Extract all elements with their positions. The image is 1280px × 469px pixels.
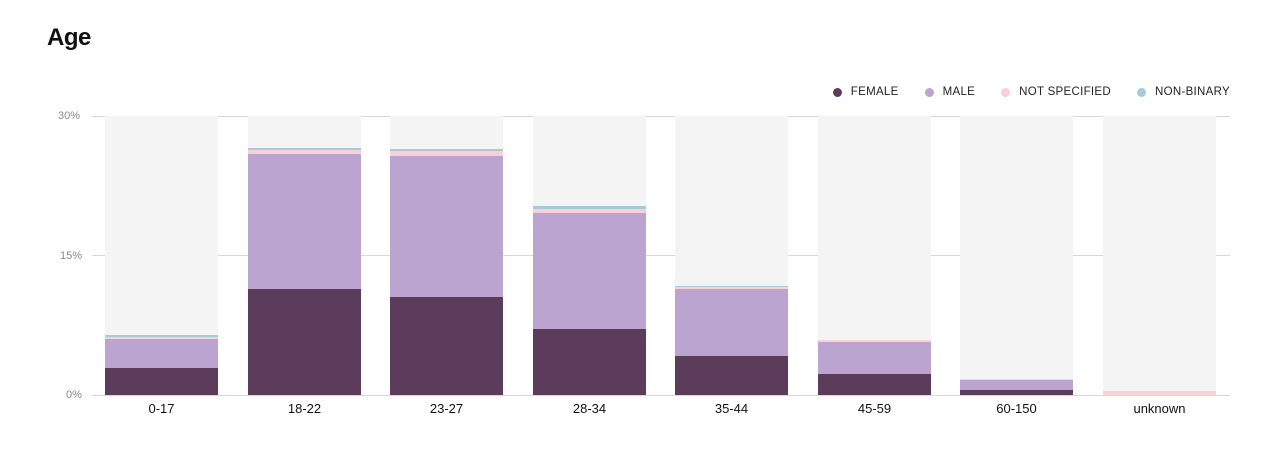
bar-segment-male[interactable]	[105, 339, 218, 369]
legend: FEMALE MALE NOT SPECIFIED NON-BINARY	[832, 86, 1230, 98]
bar-segment-non-binary[interactable]	[248, 147, 361, 151]
gridline-0	[92, 395, 1230, 396]
bar-segment-male[interactable]	[675, 289, 788, 356]
bar-segment-female[interactable]	[960, 390, 1073, 395]
bar-segment-not-specified[interactable]	[390, 151, 503, 156]
bar-segment-non-binary[interactable]	[533, 206, 646, 210]
x-tick-label: 18-22	[287, 401, 322, 416]
bar-segment-non-binary[interactable]	[390, 148, 503, 152]
bar-background	[960, 116, 1073, 395]
bar-segment-male[interactable]	[248, 154, 361, 289]
bar-segment-not-specified[interactable]	[960, 379, 1073, 381]
non-binary-dot-icon	[1137, 87, 1146, 97]
bar-18-22[interactable]	[248, 147, 361, 395]
legend-item-male[interactable]: MALE	[924, 86, 976, 98]
bar-segment-female[interactable]	[533, 328, 646, 395]
bar-segment-female[interactable]	[390, 297, 503, 395]
legend-label: FEMALE	[850, 86, 899, 98]
y-tick-0: 0%	[66, 389, 82, 401]
x-tick-label: 45-59	[857, 401, 892, 416]
chart-title: Age	[47, 24, 91, 51]
bar-28-34[interactable]	[533, 206, 646, 395]
bar-segment-female[interactable]	[818, 373, 931, 395]
not-specified-dot-icon	[1001, 87, 1011, 97]
x-tick-label: unknown	[1133, 401, 1186, 416]
bar-segment-male[interactable]	[390, 156, 503, 298]
bar-35-44[interactable]	[675, 286, 788, 395]
y-tick-15: 15%	[60, 250, 83, 262]
legend-label: MALE	[942, 86, 976, 98]
x-tick-label: 60-150	[996, 401, 1037, 416]
y-tick-30: 30%	[58, 110, 81, 122]
legend-item-non-binary[interactable]: NON-BINARY	[1137, 86, 1230, 98]
bar-background	[1103, 116, 1216, 395]
legend-item-not-specified[interactable]: NOT SPECIFIED	[1001, 86, 1111, 98]
x-tick-label: 28-34	[572, 401, 607, 416]
gridline-30	[92, 116, 1230, 117]
bar-unknown[interactable]	[1103, 391, 1216, 395]
legend-label: NON-BINARY	[1155, 86, 1230, 98]
bar-segment-female[interactable]	[105, 368, 218, 395]
bar-segment-not-specified[interactable]	[533, 209, 646, 213]
bar-segment-not-specified[interactable]	[105, 337, 218, 340]
x-tick-label: 35-44	[714, 401, 749, 416]
bar-segment-non-binary[interactable]	[105, 334, 218, 338]
bar-23-27[interactable]	[390, 148, 503, 395]
bar-segment-male[interactable]	[960, 380, 1073, 391]
x-tick-label: 0-17	[148, 401, 175, 416]
bar-segment-male[interactable]	[818, 342, 931, 374]
legend-label: NOT SPECIFIED	[1019, 86, 1111, 98]
bar-segment-not-specified[interactable]	[248, 150, 361, 155]
bar-segment-not-specified[interactable]	[1103, 391, 1216, 395]
bar-0-17[interactable]	[105, 334, 218, 395]
x-tick-label: 23-27	[429, 401, 464, 416]
male-dot-icon	[924, 87, 934, 97]
bar-segment-not-specified[interactable]	[675, 287, 788, 289]
bar-45-59[interactable]	[818, 340, 931, 395]
bar-segment-female[interactable]	[675, 355, 788, 395]
bar-segment-male[interactable]	[533, 212, 646, 329]
bar-segment-not-specified[interactable]	[818, 340, 931, 343]
gridline-15	[92, 255, 1230, 256]
female-dot-icon	[832, 87, 842, 97]
bar-60-150[interactable]	[960, 379, 1073, 395]
plot-area	[92, 116, 1230, 396]
legend-item-female[interactable]: FEMALE	[832, 86, 899, 98]
bar-segment-female[interactable]	[248, 288, 361, 395]
bar-segment-non-binary[interactable]	[675, 286, 788, 288]
